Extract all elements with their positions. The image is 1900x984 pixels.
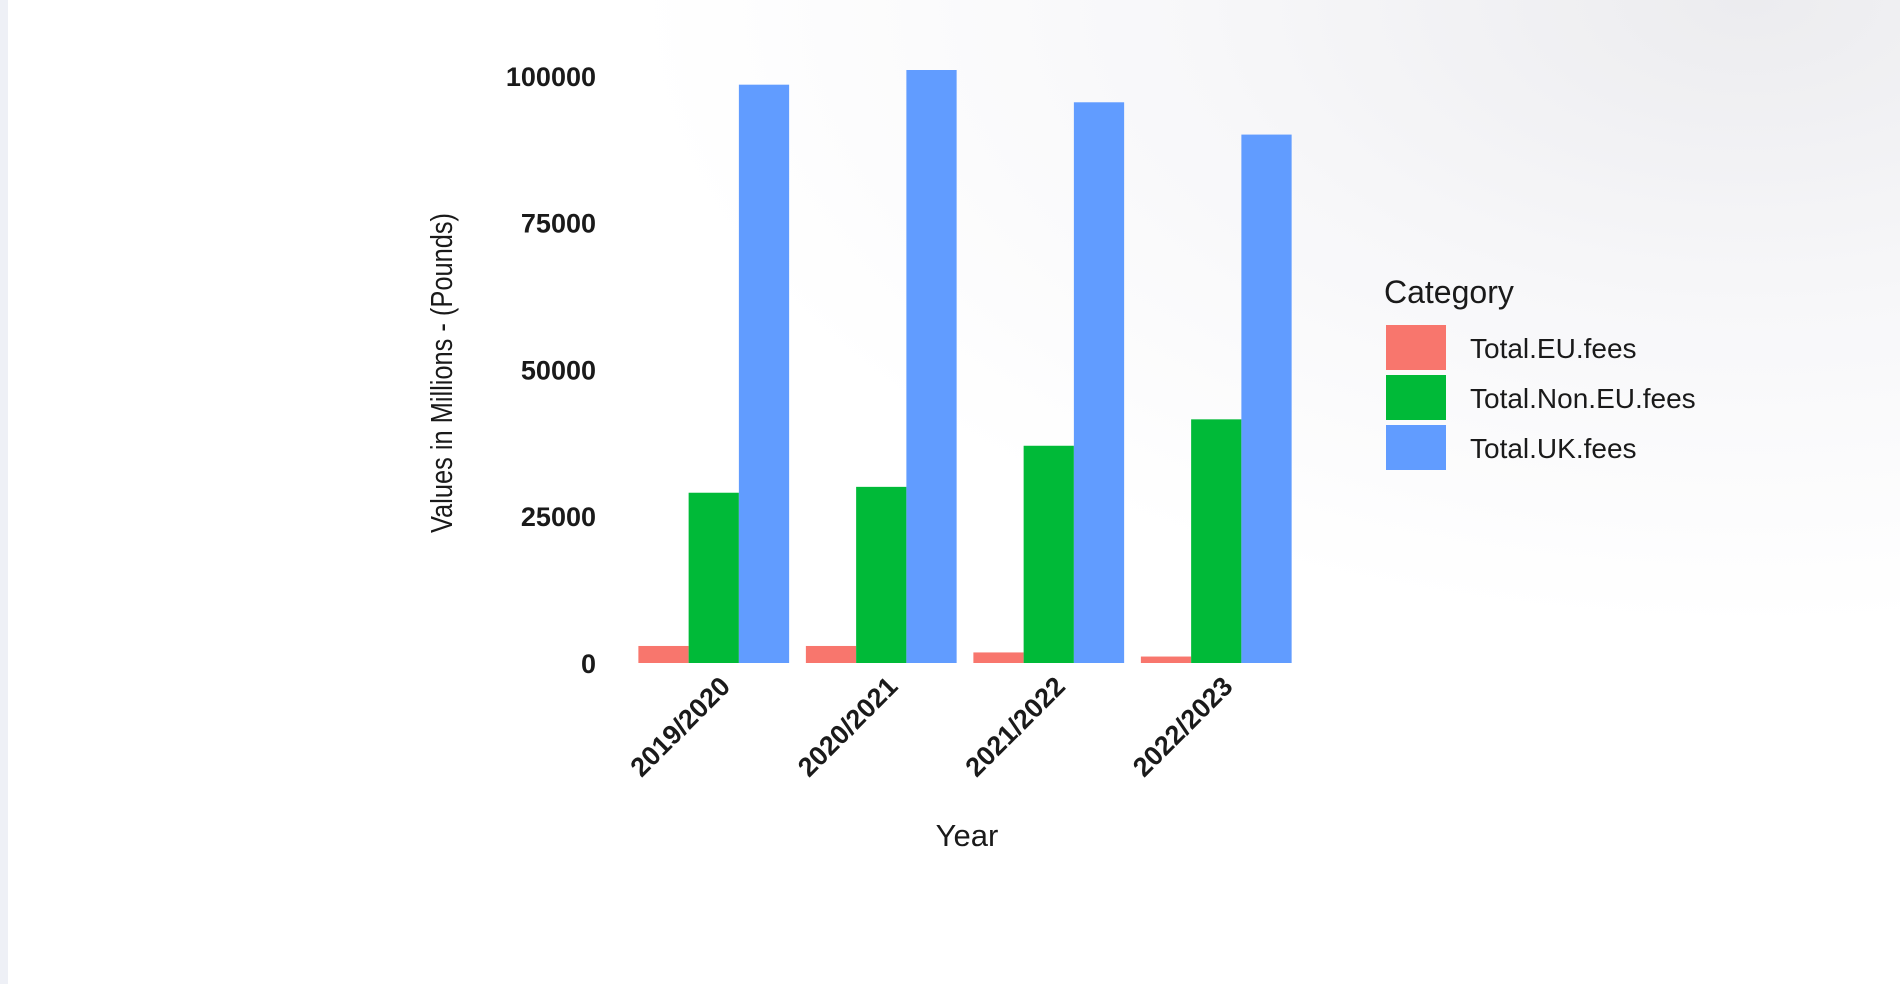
y-axis-ticks: 0 25000 50000 75000 100000 — [506, 62, 596, 679]
y-axis-title: Values in Millions - (Pounds) — [425, 213, 460, 533]
bar-total-non-eu-fees-2019-2020 — [688, 492, 739, 663]
x-axis-title: Year — [936, 818, 999, 853]
bar-total-non-eu-fees-2021-2022 — [1023, 445, 1074, 663]
y-tick-label: 0 — [581, 649, 596, 679]
y-tick-label: 100000 — [506, 62, 596, 92]
legend-label: Total.Non.EU.fees — [1470, 383, 1696, 414]
x-tick-label: 2021/2022 — [960, 671, 1071, 782]
bar-total-eu-fees-2019-2020 — [638, 645, 689, 663]
legend-label: Total.UK.fees — [1470, 433, 1637, 464]
legend-key — [1386, 375, 1446, 420]
legend-key — [1386, 325, 1446, 370]
bar-total-eu-fees-2021-2022 — [973, 652, 1024, 663]
legend-key — [1386, 425, 1446, 470]
bar-total-uk-fees-2020-2021 — [906, 70, 957, 663]
bar-total-uk-fees-2019-2020 — [738, 84, 790, 664]
bars-layer — [638, 70, 1292, 664]
x-tick-label: 2019/2020 — [625, 671, 736, 782]
legend-title: Category — [1384, 274, 1514, 310]
bar-total-uk-fees-2021-2022 — [1073, 102, 1125, 664]
legend-label: Total.EU.fees — [1470, 333, 1637, 364]
x-axis-ticks: 2019/2020 2020/2021 2021/2022 2022/2023 — [625, 671, 1239, 782]
legend-items: Total.EU.fees Total.Non.EU.fees Total.UK.f… — [1386, 325, 1696, 470]
y-tick-label: 50000 — [521, 355, 596, 385]
x-tick-label: 2020/2021 — [792, 671, 903, 782]
legend: Category Total.EU.feesTotal.Non.EU.feesT… — [1384, 274, 1696, 470]
bar-total-eu-fees-2022-2023 — [1140, 656, 1192, 663]
bar-total-non-eu-fees-2022-2023 — [1191, 419, 1242, 663]
y-tick-label: 75000 — [521, 209, 596, 239]
bar-total-non-eu-fees-2020-2021 — [856, 486, 907, 663]
bar-total-eu-fees-2020-2021 — [805, 645, 857, 663]
y-tick-label: 25000 — [521, 502, 596, 532]
x-tick-label: 2022/2023 — [1127, 671, 1238, 782]
bar-total-uk-fees-2022-2023 — [1241, 134, 1292, 663]
left-edge-strip — [0, 0, 8, 984]
